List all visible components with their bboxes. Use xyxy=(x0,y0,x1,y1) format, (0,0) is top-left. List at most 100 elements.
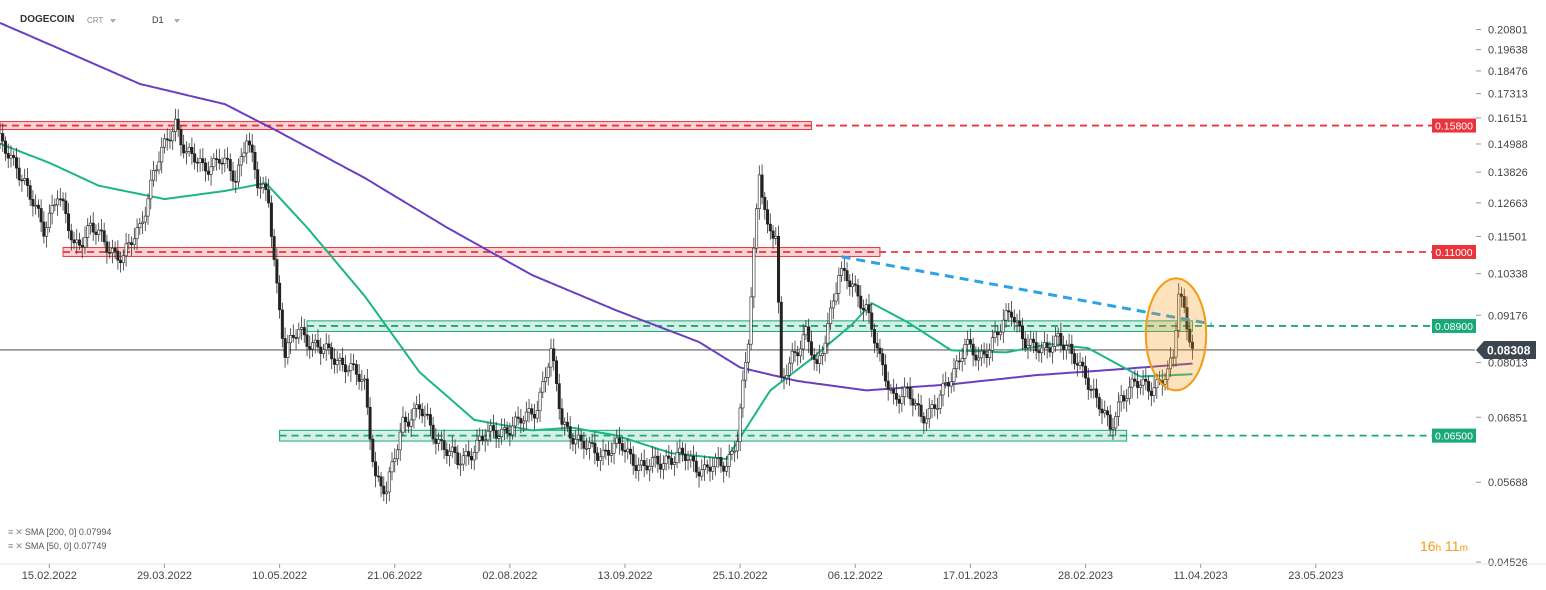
candle-body[interactable] xyxy=(609,452,613,456)
candle-body[interactable] xyxy=(774,235,778,239)
candle-body[interactable] xyxy=(420,408,424,417)
candle-body[interactable] xyxy=(77,239,81,246)
candle-body[interactable] xyxy=(963,344,967,359)
candle-body[interactable] xyxy=(623,450,627,453)
candle-body[interactable] xyxy=(434,438,438,444)
candle-body[interactable] xyxy=(371,438,375,463)
candle-body[interactable] xyxy=(247,140,251,146)
candle-body[interactable] xyxy=(198,158,202,163)
candle-body[interactable] xyxy=(974,354,978,361)
candle-body[interactable] xyxy=(354,364,358,375)
candle-body[interactable] xyxy=(875,342,879,349)
candle-body[interactable] xyxy=(80,244,84,248)
candle-body[interactable] xyxy=(253,152,257,170)
candle-body[interactable] xyxy=(845,270,849,282)
candle-body[interactable] xyxy=(187,147,191,152)
candle-body[interactable] xyxy=(242,152,246,157)
candle-body[interactable] xyxy=(308,346,312,350)
candle-body[interactable] xyxy=(453,446,457,454)
candle-body[interactable] xyxy=(289,334,293,344)
candle-body[interactable] xyxy=(124,243,128,257)
candle-body[interactable] xyxy=(483,439,487,442)
candle-body[interactable] xyxy=(313,339,317,344)
candle-body[interactable] xyxy=(110,247,114,253)
candle-body[interactable] xyxy=(568,426,572,439)
candle-body[interactable] xyxy=(448,451,452,456)
candle-body[interactable] xyxy=(108,252,112,254)
symbol-name[interactable]: DOGECOIN xyxy=(20,14,75,25)
candle-body[interactable] xyxy=(1031,338,1035,343)
candle-body[interactable] xyxy=(1078,361,1082,366)
candle-body[interactable] xyxy=(398,431,402,451)
candle-body[interactable] xyxy=(1062,344,1066,351)
candle-body[interactable] xyxy=(56,198,60,206)
candle-body[interactable] xyxy=(250,144,254,153)
candle-body[interactable] xyxy=(204,162,208,172)
candle-body[interactable] xyxy=(75,239,79,244)
candle-body[interactable] xyxy=(226,157,230,160)
candle-body[interactable] xyxy=(437,439,441,444)
candle-body[interactable] xyxy=(14,157,18,169)
candle-body[interactable] xyxy=(1144,378,1148,382)
candle-body[interactable] xyxy=(675,452,679,463)
candle-body[interactable] xyxy=(1166,368,1170,380)
candle-body[interactable] xyxy=(560,408,564,425)
candle-body[interactable] xyxy=(618,437,622,444)
candle-body[interactable] xyxy=(1056,333,1060,337)
candle-body[interactable] xyxy=(996,331,1000,336)
candle-body[interactable] xyxy=(1130,378,1134,388)
sma200-line[interactable] xyxy=(0,21,1193,392)
candle-body[interactable] xyxy=(585,448,589,450)
candle-body[interactable] xyxy=(316,339,320,348)
candle-body[interactable] xyxy=(1015,320,1019,323)
candle-body[interactable] xyxy=(343,364,347,373)
candle-body[interactable] xyxy=(779,301,783,378)
candle-body[interactable] xyxy=(245,140,249,154)
candle-body[interactable] xyxy=(692,455,696,462)
candle-body[interactable] xyxy=(217,159,221,164)
candle-body[interactable] xyxy=(639,460,643,466)
candle-body[interactable] xyxy=(171,131,175,142)
candle-body[interactable] xyxy=(527,408,531,413)
candle-body[interactable] xyxy=(519,418,523,424)
candle-body[interactable] xyxy=(387,471,391,493)
candle-body[interactable] xyxy=(829,307,833,324)
candle-body[interactable] xyxy=(368,406,372,440)
remove-indicator-icon[interactable]: ✕ xyxy=(15,527,23,537)
candle-body[interactable] xyxy=(121,255,125,264)
candle-body[interactable] xyxy=(818,355,822,364)
candle-body[interactable] xyxy=(91,222,95,233)
candle-body[interactable] xyxy=(985,353,989,359)
candle-body[interactable] xyxy=(146,198,150,217)
candle-body[interactable] xyxy=(428,414,432,426)
candle-body[interactable] xyxy=(900,396,904,404)
candle-body[interactable] xyxy=(352,363,356,365)
candle-body[interactable] xyxy=(946,382,950,387)
candle-body[interactable] xyxy=(17,167,21,181)
candle-body[interactable] xyxy=(1086,377,1090,390)
candle-body[interactable] xyxy=(793,351,797,353)
candle-body[interactable] xyxy=(406,421,410,427)
candle-body[interactable] xyxy=(631,453,635,466)
candle-body[interactable] xyxy=(1059,333,1063,346)
candle-body[interactable] xyxy=(727,454,731,467)
timeframe-dropdown-icon[interactable] xyxy=(174,19,180,23)
candle-body[interactable] xyxy=(925,418,929,424)
candle-body[interactable] xyxy=(1182,296,1186,308)
candle-body[interactable] xyxy=(919,404,923,417)
candle-body[interactable] xyxy=(936,407,940,410)
candle-body[interactable] xyxy=(426,413,430,416)
candle-body[interactable] xyxy=(311,342,315,350)
candle-body[interactable] xyxy=(86,225,90,238)
candle-body[interactable] xyxy=(708,466,712,472)
candle-body[interactable] xyxy=(1040,347,1044,354)
candle-body[interactable] xyxy=(442,440,446,450)
candle-body[interactable] xyxy=(12,155,16,158)
candle-body[interactable] xyxy=(67,213,71,232)
candle-body[interactable] xyxy=(1053,335,1057,347)
candle-body[interactable] xyxy=(1174,330,1178,358)
candle-body[interactable] xyxy=(812,354,816,360)
candle-body[interactable] xyxy=(505,427,509,434)
candle-body[interactable] xyxy=(1018,320,1022,327)
candle-body[interactable] xyxy=(790,351,794,364)
